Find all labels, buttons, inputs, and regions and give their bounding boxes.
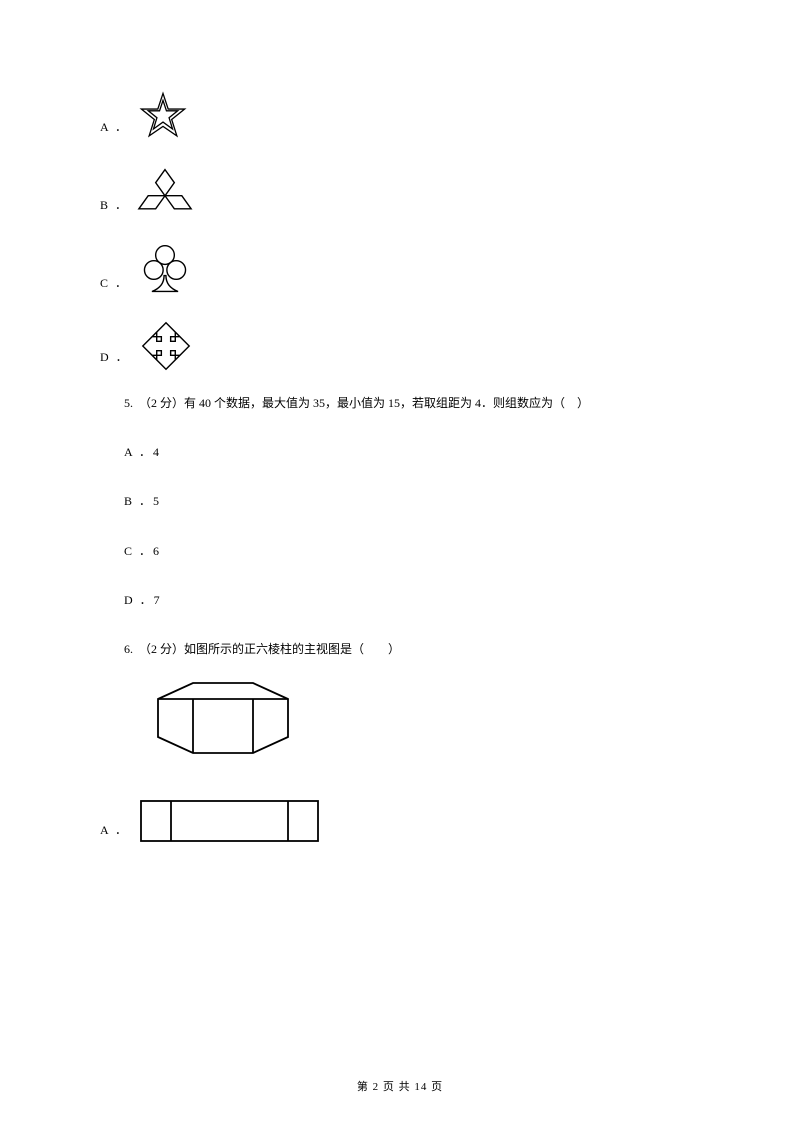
q4-option-a: A ．	[100, 90, 700, 142]
q5-answers: A ．4 B ．5 C ．6 D ．7	[100, 443, 700, 610]
diamond-shape-icon	[137, 164, 193, 220]
option-label-c: C ．	[100, 274, 129, 298]
q5-option-c: C ．6	[100, 542, 700, 561]
page-content: A ． B ． C ．	[100, 90, 700, 845]
q4-option-b: B ．	[100, 164, 700, 220]
page-footer: 第 2 页 共 14 页	[0, 1078, 800, 1094]
q6-text: 6. （2 分）如图所示的正六棱柱的主视图是（ ）	[100, 640, 700, 659]
q5-option-a: A ．4	[100, 443, 700, 462]
option-label-b: B ．	[100, 196, 129, 220]
option-label-a-q6: A ．	[100, 821, 129, 845]
q4-option-d: D ．	[100, 320, 700, 372]
star-icon	[137, 90, 189, 142]
club-icon	[137, 242, 193, 298]
q5-option-d: D ．7	[100, 591, 700, 610]
arrows-cross-icon	[138, 320, 194, 372]
front-view-rect-icon	[137, 797, 322, 845]
option-label-d: D ．	[100, 348, 130, 372]
hexagonal-prism-figure	[128, 677, 700, 767]
q5-text: 5. （2 分）有 40 个数据，最大值为 35，最小值为 15，若取组距为 4…	[100, 394, 700, 413]
option-label-a: A ．	[100, 118, 129, 142]
q4-option-c: C ．	[100, 242, 700, 298]
q5-option-b: B ．5	[100, 492, 700, 511]
hexagonal-prism-icon	[128, 677, 318, 767]
q6-option-a: A ．	[100, 797, 700, 845]
